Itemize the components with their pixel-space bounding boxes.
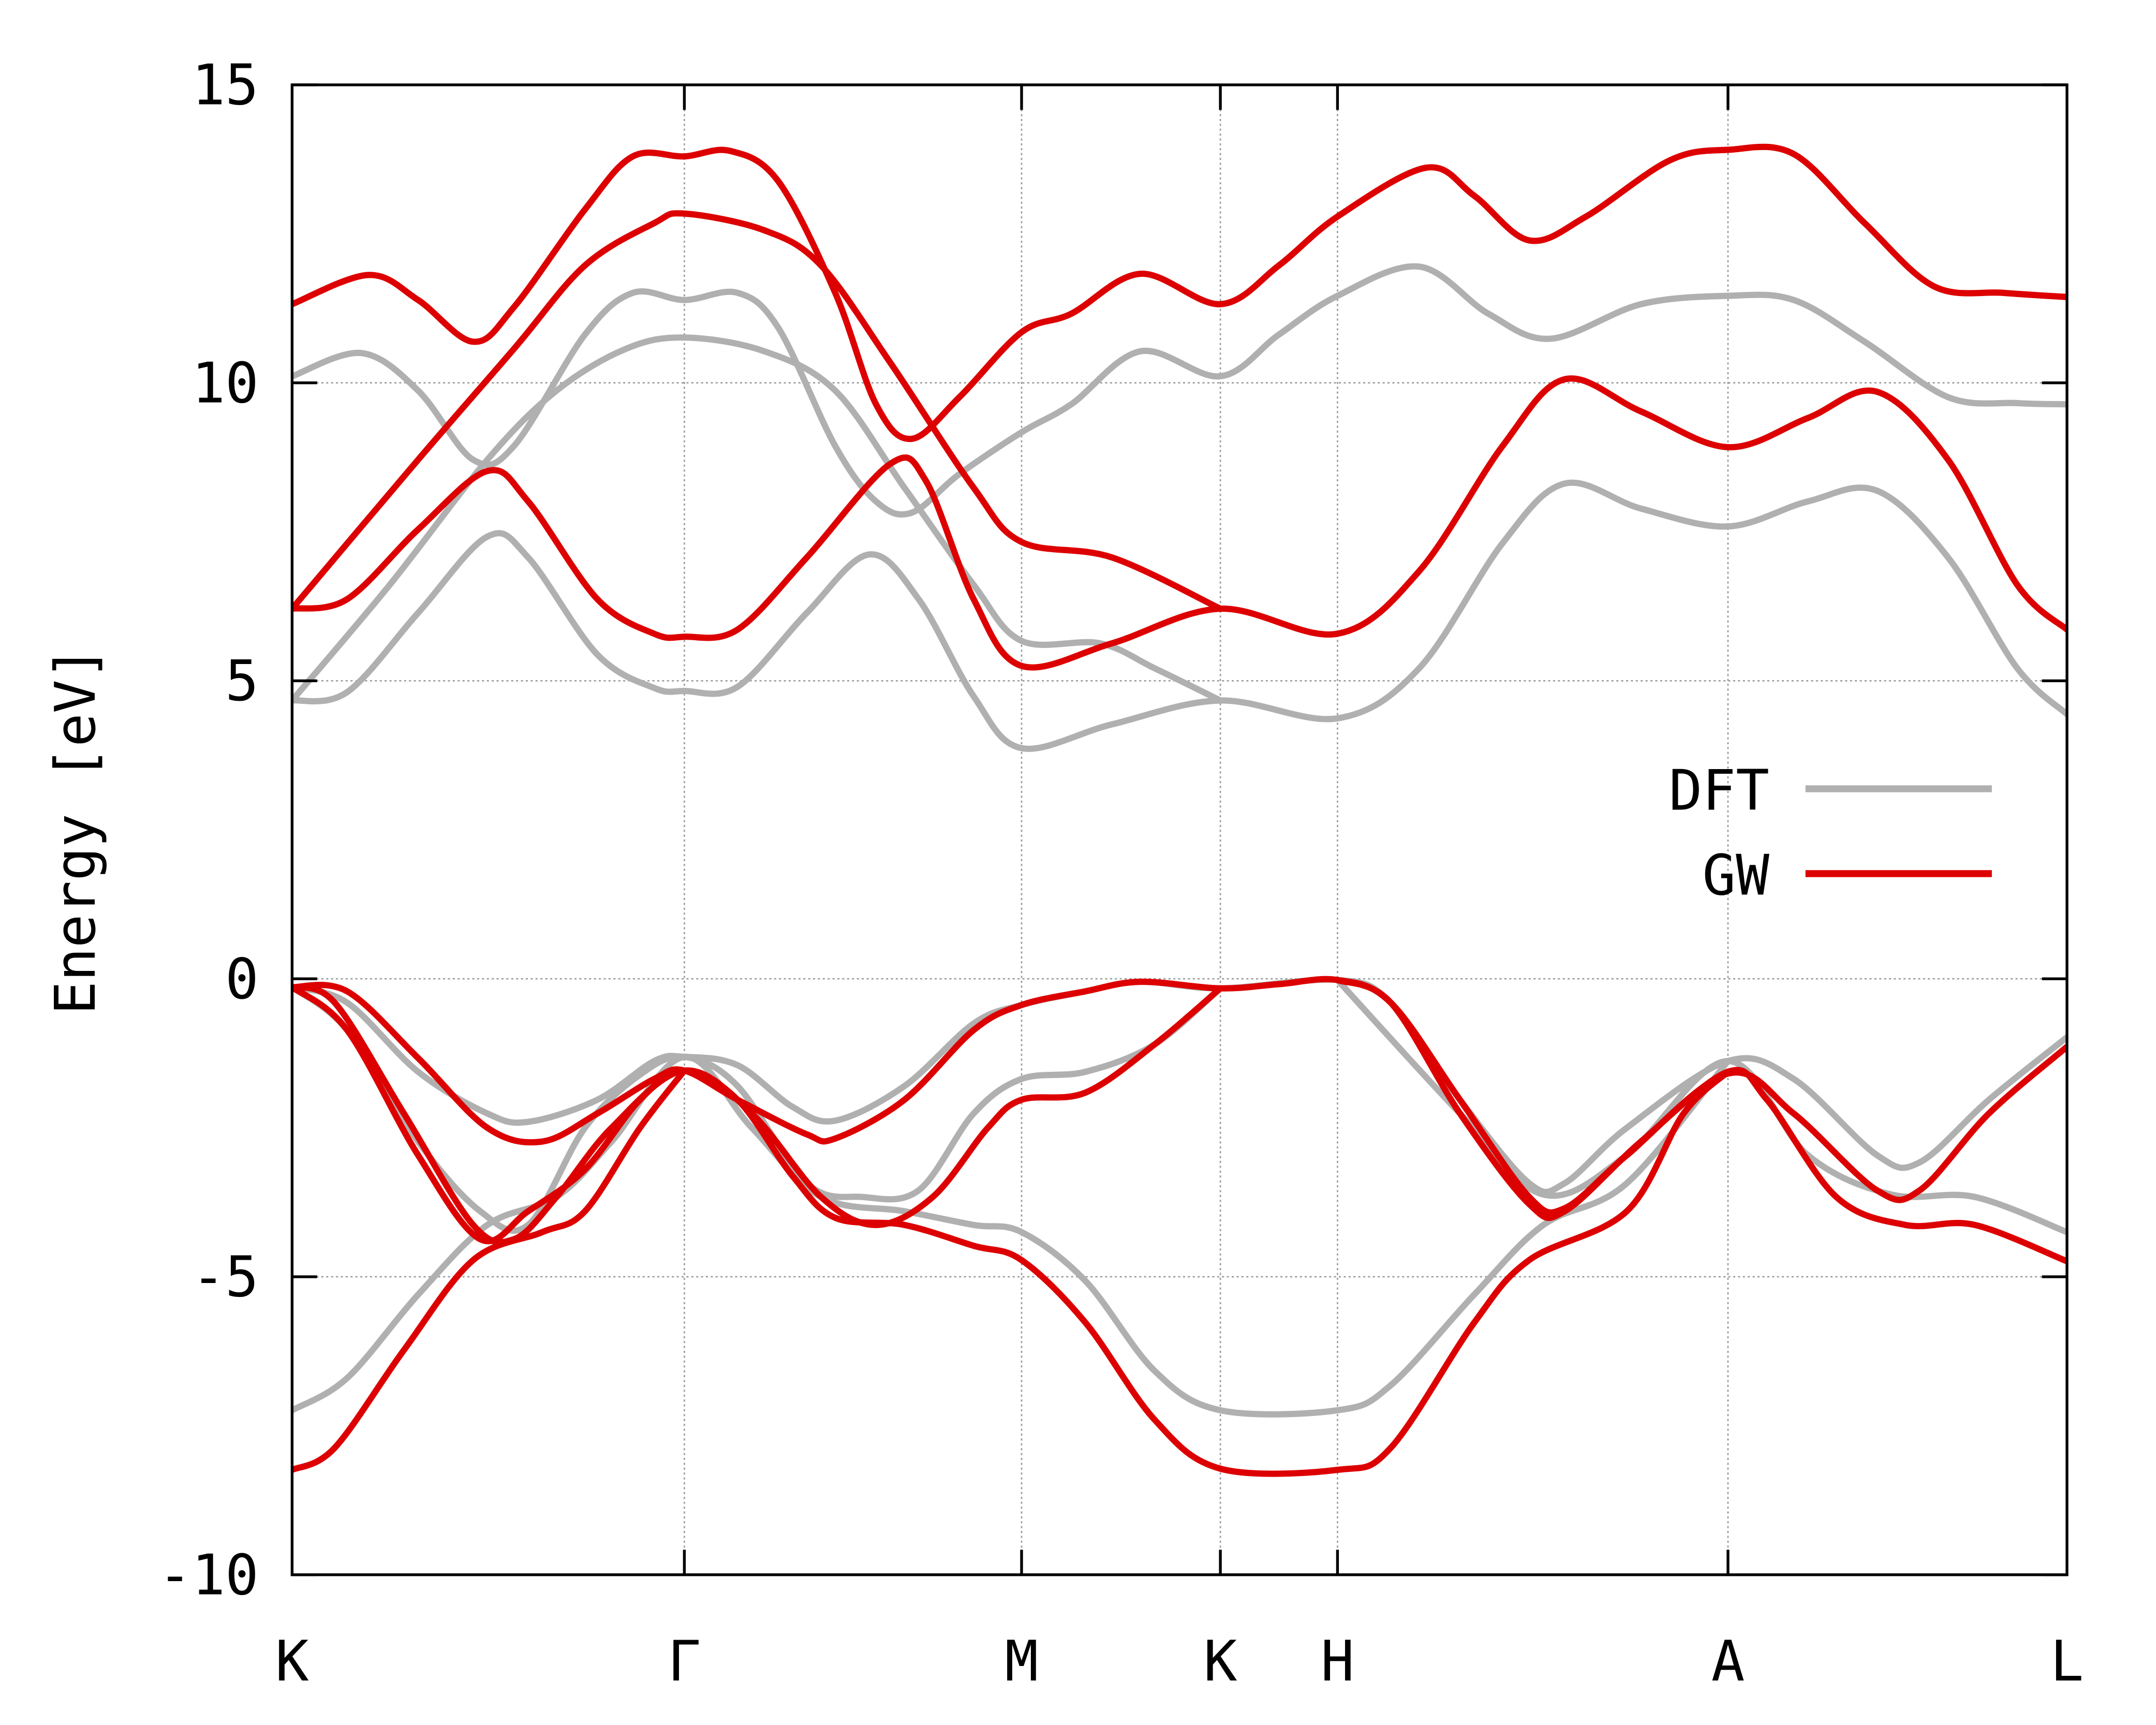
gw-band-line: [292, 210, 1224, 612]
x-tick-label: A: [1711, 1629, 1745, 1694]
x-tick-label: K: [275, 1629, 309, 1694]
x-tick-label: Γ: [668, 1629, 701, 1694]
dft-band-line: [292, 479, 2067, 752]
dft-band-line: [292, 1054, 1731, 1418]
y-tick-label: -5: [191, 1245, 258, 1310]
plot-frame: [290, 83, 2069, 1576]
x-tick-label: L: [2050, 1629, 2084, 1694]
x-tick-label: M: [1005, 1629, 1039, 1694]
gw-band-line: [292, 1067, 688, 1473]
dft-band-line: [292, 984, 1224, 1234]
y-axis-label: Energy [eV]: [43, 646, 108, 1015]
y-tick-label: 5: [225, 649, 259, 714]
y-tick-label: 10: [191, 351, 258, 416]
dft-band-line: [292, 263, 2067, 518]
series-gw: [292, 143, 2067, 1477]
y-tick-label: 0: [225, 947, 259, 1012]
gw-band-line: [292, 984, 1731, 1477]
gw-band-line: [292, 143, 2067, 443]
y-tick-labels: 15 10 5 0 -5 -10: [158, 53, 259, 1608]
legend: DFT GW: [1669, 758, 1992, 908]
ticks: [292, 83, 2067, 1576]
legend-label-dft: DFT: [1669, 758, 1769, 823]
x-tick-label: K: [1204, 1629, 1237, 1694]
y-tick-label: -10: [158, 1543, 259, 1608]
x-tick-label: H: [1321, 1629, 1354, 1694]
legend-label-gw: GW: [1702, 843, 1769, 908]
gw-band-line: [292, 976, 2067, 1216]
gw-band-line: [292, 375, 2067, 671]
bands: [292, 143, 2067, 1477]
y-tick-label: 15: [191, 53, 258, 118]
gw-band-line: [1334, 977, 2067, 1265]
